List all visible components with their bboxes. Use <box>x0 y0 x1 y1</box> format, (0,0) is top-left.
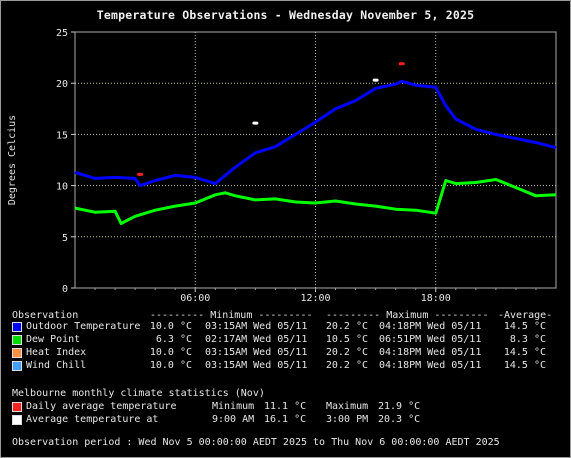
x-axis: 06:00 12:00 18:00 <box>94 288 537 304</box>
table-cell-max-val: 20.2 °C <box>325 321 368 332</box>
daily-average-min-label: Minimum <box>212 401 255 412</box>
table-header-minimum: --------- Minimum --------- <box>150 310 313 321</box>
climate-heading: Melbourne monthly climate statistics (No… <box>12 388 265 399</box>
average-at-label: Average temperature at <box>26 414 159 425</box>
climate-marker <box>372 78 379 82</box>
daily-average-swatch <box>12 402 22 412</box>
daily-average-max-value: 21.9 °C <box>378 401 421 412</box>
average-at-time-1: 9:00 AM <box>212 414 255 425</box>
table-header-maximum: --------- Maximum --------- <box>326 310 489 321</box>
y-tick-label: 25 <box>56 28 68 39</box>
average-at-swatch <box>12 415 22 425</box>
table-cell-max-time: 04:18PM Wed 05/11 <box>379 347 482 358</box>
chart-title: Temperature Observations - Wednesday Nov… <box>96 8 475 22</box>
y-axis-label: Degrees Celcius <box>7 115 18 205</box>
daily-average-min-value: 11.1 °C <box>264 401 307 412</box>
table-cell-max-time: 04:18PM Wed 05/11 <box>379 360 482 371</box>
y-axis: 0 5 10 15 20 25 <box>56 28 75 295</box>
y-tick-label: 10 <box>56 182 68 193</box>
y-tick-label: 15 <box>56 130 68 141</box>
x-tick-label: 12:00 <box>300 293 330 304</box>
table-cell-min-time: 03:15AM Wed 05/11 <box>205 347 308 358</box>
table-cell-min-val: 10.0 °C <box>149 347 192 358</box>
plot-area <box>74 31 557 289</box>
table-cell-name: Outdoor Temperature <box>26 321 141 332</box>
table-header-average: -Average- <box>498 310 553 321</box>
table-cell-max-time: 04:18PM Wed 05/11 <box>379 321 482 332</box>
climate-marker <box>137 172 144 176</box>
table-cell-min-time: 03:15AM Wed 05/11 <box>205 321 308 332</box>
average-at-time-2: 3:00 PM <box>326 414 369 425</box>
table-cell-avg: 14.5 °C <box>503 360 546 371</box>
average-at-value-2: 20.3 °C <box>378 414 421 425</box>
table-cell-max-val: 20.2 °C <box>325 347 368 358</box>
table-cell-avg: 14.5 °C <box>503 347 546 358</box>
table-cell-max-time: 06:51PM Wed 05/11 <box>379 334 482 345</box>
climate-marker <box>252 121 259 125</box>
series-line-outdoor-temperature <box>74 79 557 188</box>
table-cell-min-val: 10.0 °C <box>149 321 192 332</box>
daily-average-label: Daily average temperature <box>26 401 177 412</box>
table-cell-min-val: 6.3 °C <box>155 334 192 345</box>
table-cell-name: Wind Chill <box>26 360 87 371</box>
table-cell-min-val: 10.0 °C <box>149 360 192 371</box>
legend-swatch <box>12 322 22 332</box>
series-line-dew-point <box>74 178 557 225</box>
table-cell-avg: 8.3 °C <box>509 334 546 345</box>
y-tick-label: 0 <box>62 284 68 295</box>
average-at-value-1: 16.1 °C <box>264 414 307 425</box>
legend-swatch <box>12 348 22 358</box>
table-header-observation: Observation <box>12 310 79 321</box>
x-tick-label: 06:00 <box>180 293 210 304</box>
legend-swatch <box>12 335 22 345</box>
table-cell-min-time: 02:17AM Wed 05/11 <box>205 334 308 345</box>
grid <box>75 32 556 288</box>
climate-marker <box>398 62 405 66</box>
table-cell-avg: 14.5 °C <box>503 321 546 332</box>
table-cell-name: Dew Point <box>26 334 81 345</box>
table-cell-max-val: 10.5 °C <box>325 334 368 345</box>
x-tick-label: 18:00 <box>421 293 451 304</box>
table-cell-min-time: 03:15AM Wed 05/11 <box>205 360 308 371</box>
y-tick-label: 5 <box>62 233 68 244</box>
climate-markers <box>137 62 405 176</box>
series-group <box>74 79 557 225</box>
daily-average-max-label: Maximum <box>326 401 369 412</box>
table-cell-max-val: 20.2 °C <box>325 360 368 371</box>
y-tick-label: 20 <box>56 79 68 90</box>
table-cell-name: Heat Index <box>26 347 87 358</box>
legend-swatch <box>12 361 22 371</box>
observation-period: Observation period : Wed Nov 5 00:00:00 … <box>12 437 500 448</box>
